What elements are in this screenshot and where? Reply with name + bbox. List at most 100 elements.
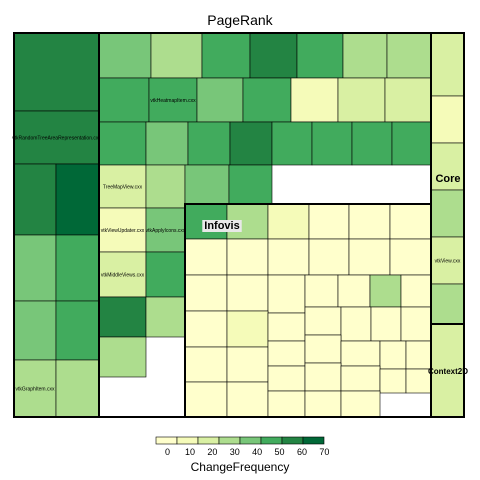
treemap-cell <box>184 310 228 348</box>
treemap-cell <box>98 121 147 166</box>
treemap-cell <box>391 121 432 166</box>
treemap-cell <box>13 234 57 302</box>
treemap-cell <box>267 203 310 240</box>
cell-label: vtkApplyIcons.cxx <box>146 228 186 234</box>
treemap-cell <box>304 390 342 418</box>
color-legend: 0 10 20 30 40 50 60 70 ChangeFrequency <box>155 436 329 474</box>
treemap-cell <box>430 236 465 285</box>
treemap-cell <box>405 340 432 370</box>
legend-swatch <box>176 436 199 445</box>
treemap-cell <box>267 340 306 367</box>
treemap-cell <box>351 121 393 166</box>
treemap-cell <box>55 300 100 361</box>
legend-tick-label: 0 <box>165 447 170 457</box>
treemap-cell <box>148 77 198 123</box>
treemap-cell <box>226 274 269 312</box>
group-label: Infovis <box>204 220 239 232</box>
treemap-cell <box>13 359 57 418</box>
treemap-cell <box>290 77 339 123</box>
treemap-cell <box>389 203 432 240</box>
treemap-cell <box>296 32 344 79</box>
treemap-cell <box>337 77 386 123</box>
legend-swatch <box>197 436 220 445</box>
treemap-cell <box>267 390 306 418</box>
treemap-cell <box>145 164 186 209</box>
treemap-cell <box>145 251 186 298</box>
legend-swatch <box>260 436 283 445</box>
treemap-frame <box>13 32 465 418</box>
treemap-cell <box>13 110 100 165</box>
treemap-cell <box>267 365 306 392</box>
treemap-cell <box>13 163 57 236</box>
treemap-cell <box>386 32 432 79</box>
treemap-cell <box>304 334 342 364</box>
treemap-cell <box>145 207 186 253</box>
treemap-cell <box>389 238 432 276</box>
treemap-cell <box>228 164 273 205</box>
treemap-cell <box>242 77 292 123</box>
treemap-cell <box>98 32 152 79</box>
treemap-cell <box>430 283 465 325</box>
group-label-background <box>202 220 242 232</box>
treemap-cell <box>226 238 269 276</box>
treemap-cell <box>308 203 350 240</box>
treemap-cell <box>340 365 381 392</box>
treemap-cell <box>145 121 189 166</box>
treemap-cell <box>150 32 203 79</box>
treemap-cell <box>304 274 339 308</box>
treemap-cell <box>201 32 251 79</box>
treemap-groups: Infovis Core Context2D <box>13 32 468 418</box>
cell-label: vtkGraphItem.cxx <box>16 387 55 393</box>
legend-tick-label: 70 <box>319 447 329 457</box>
treemap-cell <box>271 121 313 166</box>
treemap-cell <box>98 164 147 209</box>
treemap-cell <box>342 32 388 79</box>
treemap-cell <box>187 121 231 166</box>
legend-swatch <box>218 436 241 445</box>
legend-tick-label: 30 <box>230 447 240 457</box>
cell-label: vtkHeatmapItem.cxx <box>150 98 196 104</box>
treemap-cell <box>340 390 381 418</box>
legend-swatch <box>281 436 304 445</box>
treemap-cell <box>430 32 465 97</box>
cell-label: vtkViewUpdater.cxx <box>101 228 145 234</box>
cell-label: vtkRandomTreeAreaRepresentation.cxx <box>12 136 101 142</box>
treemap-cell <box>98 296 147 338</box>
legend-tick-label: 40 <box>252 447 262 457</box>
legend-swatch <box>302 436 325 445</box>
treemap-cell <box>13 300 57 361</box>
treemap-cell <box>400 306 432 342</box>
treemap-cell <box>98 336 147 378</box>
treemap-cell <box>267 238 310 276</box>
treemap-cell <box>196 77 244 123</box>
treemap-cell <box>55 359 100 418</box>
treemap-cell <box>184 274 228 312</box>
treemap-cell <box>379 368 407 394</box>
legend-swatch <box>239 436 262 445</box>
group-label: Core <box>435 173 460 185</box>
legend-tick-label: 50 <box>275 447 285 457</box>
treemap-cell <box>369 274 402 308</box>
chart-title: PageRank <box>207 12 273 28</box>
legend-swatches <box>155 436 325 445</box>
treemap-cell <box>267 274 306 314</box>
cell-label: vtkMiddleViews.cxx <box>101 273 145 279</box>
treemap-cell <box>226 310 269 348</box>
treemap-cell <box>267 312 306 342</box>
treemap-cell <box>340 340 381 367</box>
treemap-cells: vtkRandomTreeAreaRepresentation.cxx vtkGr… <box>12 32 465 418</box>
group-label: Context2D <box>428 367 468 376</box>
treemap-cell <box>430 95 465 144</box>
treemap-cell <box>184 238 228 276</box>
treemap-cell <box>145 296 186 338</box>
treemap-cell <box>308 238 350 276</box>
treemap-cell <box>249 32 298 79</box>
treemap-cell <box>13 32 100 112</box>
cell-label: vtkView.cxx <box>435 259 461 265</box>
treemap-cell <box>400 274 432 308</box>
treemap-cell <box>430 189 465 238</box>
treemap-cell <box>184 164 230 205</box>
treemap-cell <box>304 362 342 392</box>
treemap-cell <box>340 306 372 342</box>
